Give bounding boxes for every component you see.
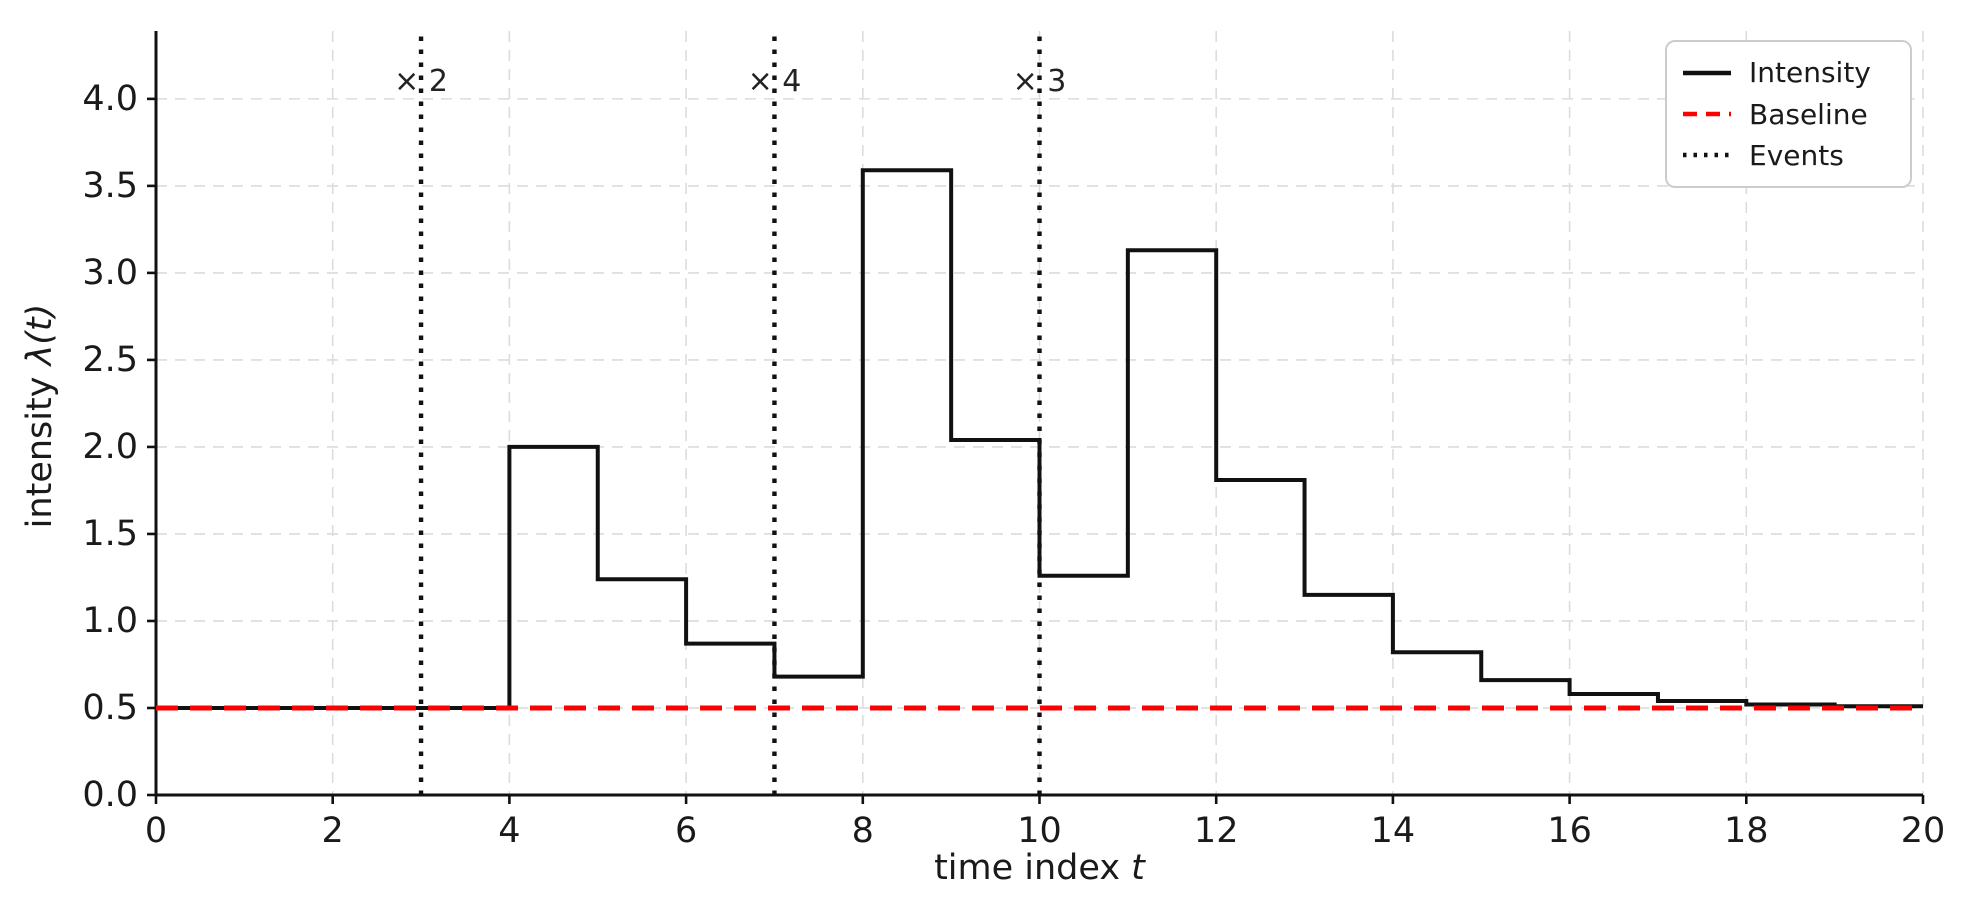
intensity-line-sample [1683, 70, 1731, 75]
y-tick-label: 0.0 [82, 775, 138, 815]
legend-label-events: Events [1749, 138, 1844, 172]
x-tick-label: 12 [1194, 811, 1239, 851]
y-tick-label: 3.0 [82, 253, 138, 293]
events-line-sample [1683, 153, 1731, 158]
y-tick-label: 1.0 [82, 601, 138, 641]
event-annotation: × 3 [1013, 64, 1067, 99]
baseline-line-sample [1683, 111, 1731, 117]
x-tick-label: 10 [1017, 811, 1062, 851]
x-tick-label: 4 [498, 811, 520, 851]
x-axis-label-math: t [1131, 848, 1145, 888]
y-axis-label: intensity λ(t) [20, 216, 60, 616]
x-axis-label: time index t [156, 848, 1923, 888]
x-axis-label-text: time index [934, 848, 1132, 888]
intensity-line [156, 168, 1923, 710]
y-tick-label: 2.5 [82, 340, 138, 380]
x-tick-label: 0 [145, 811, 167, 851]
legend-item-intensity: Intensity [1681, 56, 1896, 89]
event-annotation: × 4 [748, 64, 802, 99]
x-tick-label: 2 [322, 811, 344, 851]
y-axis-label-math: λ(t) [20, 303, 60, 366]
legend-label-baseline: Baseline [1749, 97, 1868, 131]
x-tick-label: 14 [1371, 811, 1416, 851]
y-axis-label-text: intensity [20, 365, 60, 529]
x-tick-label: 6 [675, 811, 697, 851]
x-tick-label: 20 [1901, 811, 1946, 851]
y-tick-label: 4.0 [82, 79, 138, 119]
y-tick-label: 1.5 [82, 514, 138, 554]
y-tick-label: 2.0 [82, 427, 138, 467]
x-tick-label: 8 [852, 811, 874, 851]
event-annotation: × 2 [394, 64, 448, 99]
y-tick-label: 3.5 [82, 166, 138, 206]
x-tick-label: 16 [1547, 811, 1592, 851]
y-tick-label: 0.5 [82, 688, 138, 728]
legend-item-events: Events [1681, 139, 1896, 172]
x-tick-label: 18 [1724, 811, 1769, 851]
legend: Intensity Baseline Events [1665, 40, 1912, 188]
legend-label-intensity: Intensity [1749, 56, 1871, 90]
legend-item-baseline: Baseline [1681, 98, 1896, 131]
